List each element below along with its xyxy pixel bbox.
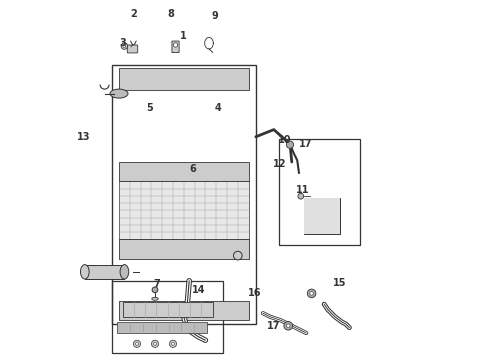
Circle shape [151,340,159,347]
Text: 16: 16 [248,288,262,298]
Circle shape [121,43,127,49]
Bar [119,301,248,320]
Bar [112,281,223,353]
Text: 5: 5 [146,103,153,113]
Bar [279,139,360,245]
Circle shape [170,340,176,347]
Ellipse shape [80,265,89,279]
Bar [117,322,207,333]
Text: 17: 17 [299,139,312,149]
Ellipse shape [120,265,129,279]
FancyBboxPatch shape [172,41,179,53]
Circle shape [310,292,314,295]
Bar [122,302,213,317]
Bar [112,65,256,324]
Bar [119,181,248,239]
Circle shape [136,342,139,345]
Circle shape [123,45,126,48]
Circle shape [172,342,174,345]
Text: 8: 8 [168,9,174,19]
Text: 12: 12 [273,159,287,169]
Text: 11: 11 [296,185,309,195]
Text: 13: 13 [77,132,91,142]
Circle shape [153,342,156,345]
Bar [304,198,341,234]
Text: 2: 2 [131,9,138,19]
Circle shape [307,289,316,298]
Text: 3: 3 [119,38,126,48]
Bar [119,68,248,90]
Circle shape [173,43,178,47]
Bar [119,162,248,181]
Text: 6: 6 [190,164,196,174]
Circle shape [286,324,290,328]
Text: 9: 9 [211,11,218,21]
Text: 10: 10 [278,135,292,145]
Text: 7: 7 [153,279,160,289]
Circle shape [233,251,242,260]
Circle shape [133,340,141,347]
Bar [85,265,124,279]
Bar [119,239,248,259]
Text: 1: 1 [180,31,187,41]
Text: 15: 15 [333,278,346,288]
Text: 4: 4 [215,103,221,113]
Text: 17: 17 [267,321,281,331]
Ellipse shape [110,89,128,98]
Ellipse shape [152,297,158,300]
Bar [304,198,341,234]
Circle shape [298,193,304,199]
Text: 14: 14 [192,285,205,295]
Circle shape [152,287,158,293]
Circle shape [284,321,293,330]
FancyBboxPatch shape [127,45,138,53]
Circle shape [286,141,294,148]
